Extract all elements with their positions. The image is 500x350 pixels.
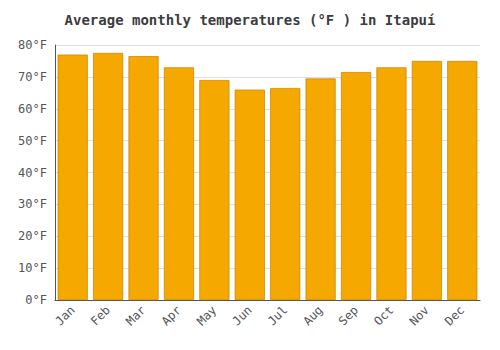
svg-text:Sep: Sep: [336, 303, 361, 328]
svg-text:Jan: Jan: [52, 303, 77, 328]
svg-text:Feb: Feb: [88, 303, 113, 328]
svg-text:70°F: 70°F: [18, 70, 47, 84]
svg-text:0°F: 0°F: [25, 293, 47, 307]
svg-text:Apr: Apr: [159, 303, 184, 328]
svg-text:Dec: Dec: [442, 303, 467, 328]
svg-text:Average monthly temperatures (: Average monthly temperatures (°F ) in It…: [65, 12, 436, 28]
svg-text:80°F: 80°F: [18, 38, 47, 52]
svg-text:Aug: Aug: [300, 303, 325, 328]
svg-text:May: May: [194, 303, 219, 328]
svg-text:Jun: Jun: [230, 303, 255, 328]
svg-text:Oct: Oct: [371, 303, 396, 328]
svg-text:10°F: 10°F: [18, 261, 47, 275]
svg-text:60°F: 60°F: [18, 102, 47, 116]
svg-text:Nov: Nov: [407, 303, 432, 328]
svg-text:40°F: 40°F: [18, 166, 47, 180]
svg-text:20°F: 20°F: [18, 229, 47, 243]
svg-text:Mar: Mar: [123, 303, 148, 328]
svg-text:Jul: Jul: [265, 303, 290, 328]
svg-text:30°F: 30°F: [18, 197, 47, 211]
svg-text:50°F: 50°F: [18, 134, 47, 148]
